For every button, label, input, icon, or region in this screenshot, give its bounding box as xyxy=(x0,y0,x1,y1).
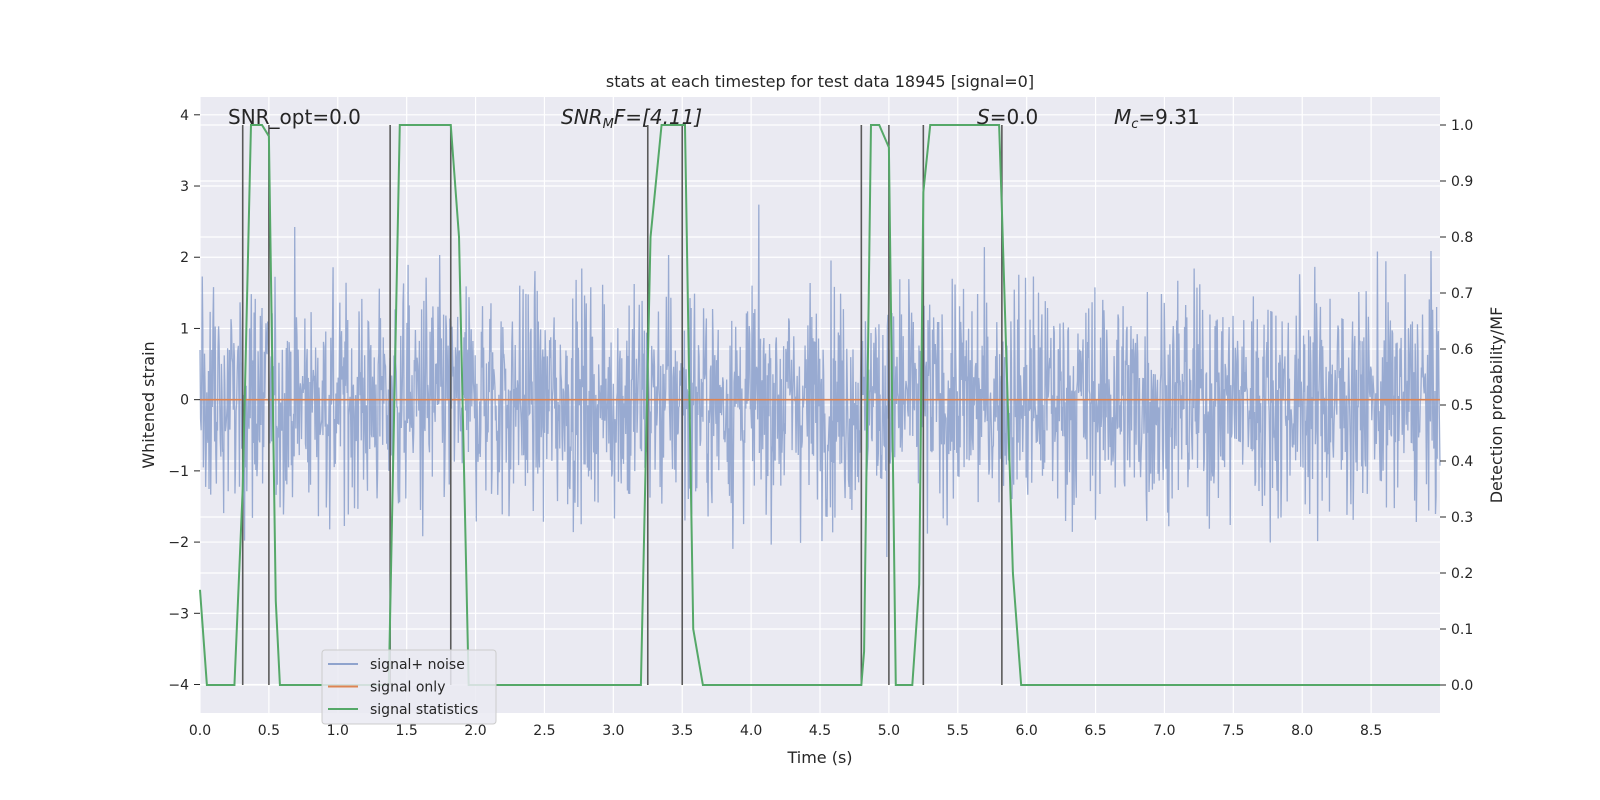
y-tick-label-right: 0.1 xyxy=(1451,622,1473,638)
y-axis-label-right: Detection probability/MF xyxy=(1487,307,1506,504)
x-tick-label: 2.0 xyxy=(464,723,486,739)
x-tick-label: 4.5 xyxy=(809,723,831,739)
y-tick-label-right: 0.7 xyxy=(1451,286,1473,302)
annotation-mc: Mc=9.31 xyxy=(1114,105,1200,132)
x-tick-label: 0.0 xyxy=(189,723,211,739)
annotation-snr-mf-sub: M xyxy=(603,117,614,132)
y-tick-label-left: −2 xyxy=(168,535,189,551)
x-tick-label: 6.5 xyxy=(1084,723,1106,739)
legend: signal+ noise signal only signal statist… xyxy=(321,649,497,725)
y-tick-label-left: 0 xyxy=(180,393,189,409)
annotation-snr-opt: SNR_opt=0.0 xyxy=(228,105,361,129)
y-tick-label-right: 0.3 xyxy=(1451,510,1473,526)
y-tick-label-right: 0.6 xyxy=(1451,342,1473,358)
y-tick-label-right: 0.5 xyxy=(1451,398,1473,414)
series-signal-noise xyxy=(199,204,1441,557)
chart-title: stats at each timestep for test data 189… xyxy=(606,72,1034,91)
annotation-mc-tail: =9.31 xyxy=(1138,105,1199,129)
x-tick-label: 1.0 xyxy=(327,723,349,739)
annotation-snr-mf-symbol: SNR xyxy=(561,105,603,129)
x-tick-label: 6.0 xyxy=(1016,723,1038,739)
annotation-s: S=0.0 xyxy=(977,105,1038,129)
y-tick-label-right: 0.4 xyxy=(1451,454,1473,470)
y-tick-label-left: 4 xyxy=(180,108,189,124)
x-tick-label: 5.0 xyxy=(878,723,900,739)
x-tick-label: 5.5 xyxy=(947,723,969,739)
legend-label-signal-only: signal only xyxy=(370,680,445,696)
y-tick-label-right: 0.8 xyxy=(1451,230,1473,246)
x-tick-label: 1.5 xyxy=(396,723,418,739)
x-tick-label: 7.0 xyxy=(1153,723,1175,739)
series-signal-statistics xyxy=(199,124,1440,686)
annotation-snr-mf-tail: F=[4.11] xyxy=(614,105,702,129)
y-tick-label-left: −3 xyxy=(168,606,189,622)
x-tick-label: 4.0 xyxy=(740,723,762,739)
y-tick-label-right: 0.9 xyxy=(1451,174,1473,190)
annotation-mc-symbol: M xyxy=(1114,105,1131,129)
x-tick-label: 3.0 xyxy=(602,723,624,739)
x-tick-label: 0.5 xyxy=(258,723,280,739)
y-axis-label-left: Whitened strain xyxy=(139,341,158,468)
y-tick-label-right: 0.2 xyxy=(1451,566,1473,582)
y-tick-label-left: −4 xyxy=(168,678,189,694)
legend-label-signal-statistics: signal statistics xyxy=(370,702,478,718)
y-tick-label-left: −1 xyxy=(168,464,189,480)
annotation-mc-sub: c xyxy=(1131,117,1138,132)
y-ticks-left: 4 3 2 1 0 −1 −2 −3 −4 xyxy=(168,108,200,694)
legend-label-signal-noise: signal+ noise xyxy=(370,657,465,673)
annotation-s-tail: =0.0 xyxy=(990,105,1039,129)
signal-noise-line xyxy=(199,204,1441,557)
signal-statistics-line xyxy=(199,124,1440,686)
x-tick-label: 2.5 xyxy=(533,723,555,739)
y-tick-label-left: 3 xyxy=(180,179,189,195)
y-tick-label-left: 2 xyxy=(180,250,189,266)
annotation-snr-mf: SNRMF=[4.11] xyxy=(561,105,702,132)
y-tick-label-right: 1.0 xyxy=(1451,118,1473,134)
x-ticks: 0.0 0.5 1.0 1.5 2.0 2.5 3.0 3.5 4.0 4.5 5.0 5.5 6.0 6… xyxy=(189,723,1382,739)
legend-box xyxy=(321,649,497,725)
x-tick-label: 8.0 xyxy=(1291,723,1313,739)
x-tick-label: 3.5 xyxy=(671,723,693,739)
x-tick-label: 7.5 xyxy=(1222,723,1244,739)
y-tick-label-right: 0.0 xyxy=(1451,678,1473,694)
x-axis-label: Time (s) xyxy=(786,748,852,767)
annotation-s-symbol: S xyxy=(977,105,990,129)
x-tick-label: 8.5 xyxy=(1360,723,1382,739)
y-ticks-right: 1.0 0.9 0.8 0.7 0.6 0.5 0.4 0.3 0.2 0.1 0.0 xyxy=(1440,118,1473,694)
y-tick-label-left: 1 xyxy=(180,321,189,337)
